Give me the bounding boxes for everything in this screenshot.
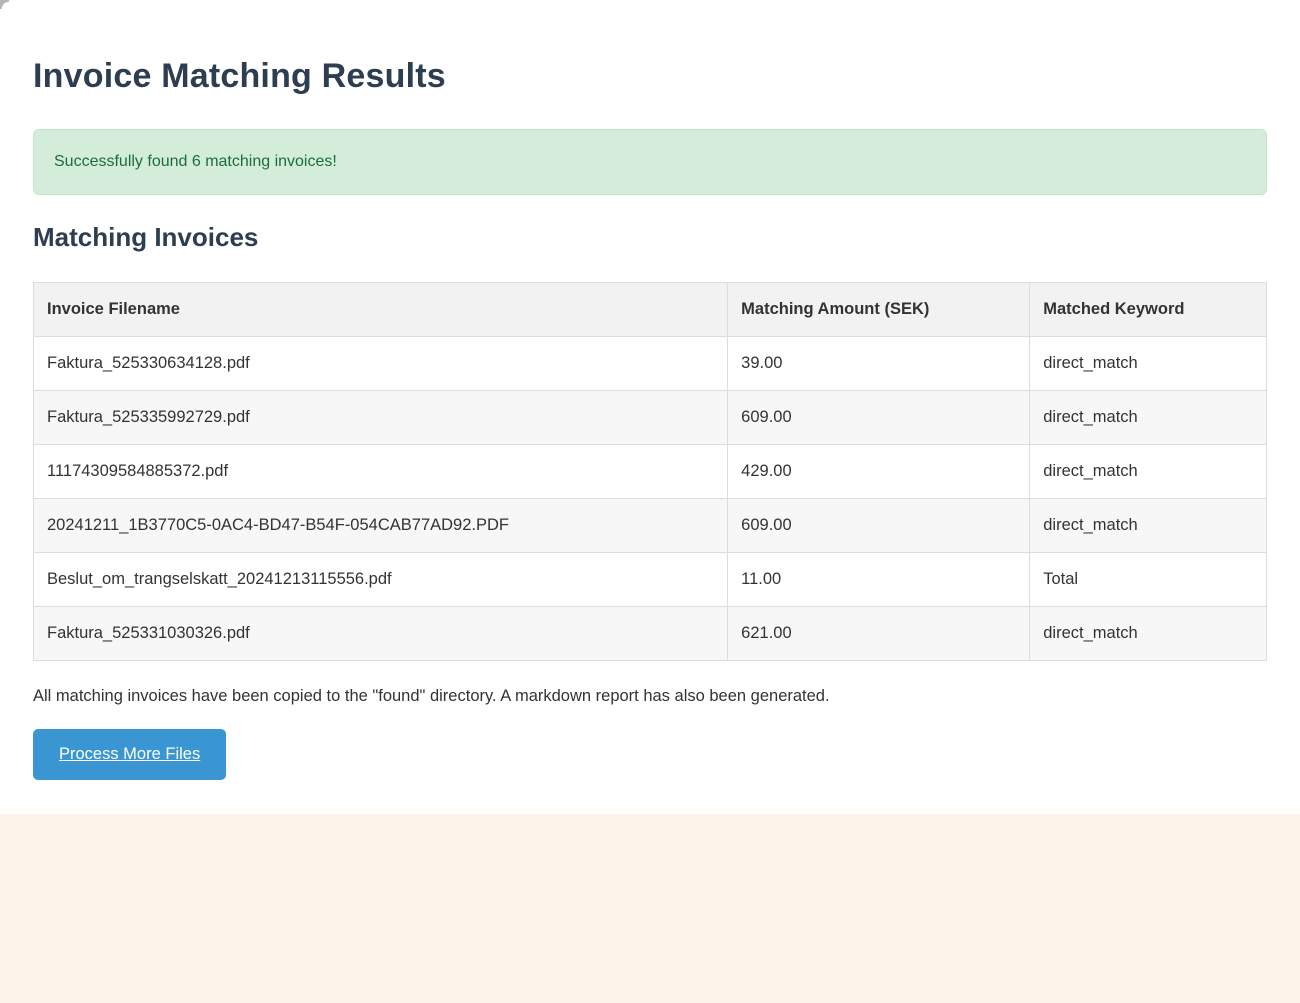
column-header-1: Matching Amount (SEK) — [727, 282, 1031, 337]
window-corner-artifact — [0, 0, 9, 9]
section-title-matching-invoices: Matching Invoices — [33, 222, 259, 252]
invoice-filename-cell: Faktura_525335992729.pdf — [32, 390, 729, 445]
page-title: Invoice Matching Results — [33, 57, 446, 95]
table-row: 11174309584885372.pdf 429.00 direct_match — [32, 444, 1267, 499]
column-header-2: Matched Keyword — [1029, 282, 1267, 337]
amount-cell: 39.00 — [727, 336, 1031, 391]
keyword-cell: direct_match — [1029, 336, 1267, 391]
keyword-cell: Total — [1029, 552, 1267, 607]
invoice-table-body: Faktura_525330634128.pdf 39.00 direct_matc… — [32, 336, 1267, 661]
amount-cell: 609.00 — [727, 390, 1031, 445]
invoice-table-header: Invoice Filename Matching Amount (SEK) Mat… — [32, 282, 1267, 337]
amount-cell: 621.00 — [727, 606, 1031, 661]
invoice-table: Invoice Filename Matching Amount (SEK) Mat… — [32, 282, 1267, 661]
amount-cell: 11.00 — [727, 552, 1031, 607]
invoice-filename-cell: 20241211_1B3770C5-0AC4-BD47-B54F-054CAB7… — [32, 498, 729, 553]
invoice-filename-cell: Faktura_525331030326.pdf — [32, 606, 729, 661]
success-alert: Successfully found 6 matching invoices! — [33, 129, 1267, 195]
column-header-0: Invoice Filename — [32, 282, 729, 337]
keyword-cell: direct_match — [1029, 390, 1267, 445]
main-content: Invoice Matching Results Successfully fo… — [0, 0, 1300, 814]
table-row: Faktura_525335992729.pdf 609.00 direct_mat… — [32, 390, 1267, 445]
invoice-filename-cell: Beslut_om_trangselskatt_20241213115556.p… — [32, 552, 729, 607]
footer-note: All matching invoices have been copied t… — [33, 687, 830, 705]
keyword-cell: direct_match — [1029, 606, 1267, 661]
amount-cell: 609.00 — [727, 498, 1031, 553]
invoice-filename-cell: 11174309584885372.pdf — [32, 444, 729, 499]
keyword-cell: direct_match — [1029, 444, 1267, 499]
table-row: Beslut_om_trangselskatt_20241213115556.p… — [32, 552, 1267, 607]
page-background-area — [0, 814, 1300, 1003]
keyword-cell: direct_match — [1029, 498, 1267, 553]
table-row: Faktura_525330634128.pdf 39.00 direct_matc… — [32, 336, 1267, 391]
process-more-files-button[interactable]: Process More Files — [33, 729, 227, 780]
invoice-filename-cell: Faktura_525330634128.pdf — [32, 336, 729, 391]
table-row: Faktura_525331030326.pdf 621.00 direct_mat… — [32, 606, 1267, 661]
amount-cell: 429.00 — [727, 444, 1031, 499]
success-alert-message: Successfully found 6 matching invoices! — [54, 153, 337, 170]
header-row: Invoice Filename Matching Amount (SEK) Mat… — [32, 282, 1267, 337]
table-row: 20241211_1B3770C5-0AC4-BD47-B54F-054CAB7… — [32, 498, 1267, 553]
